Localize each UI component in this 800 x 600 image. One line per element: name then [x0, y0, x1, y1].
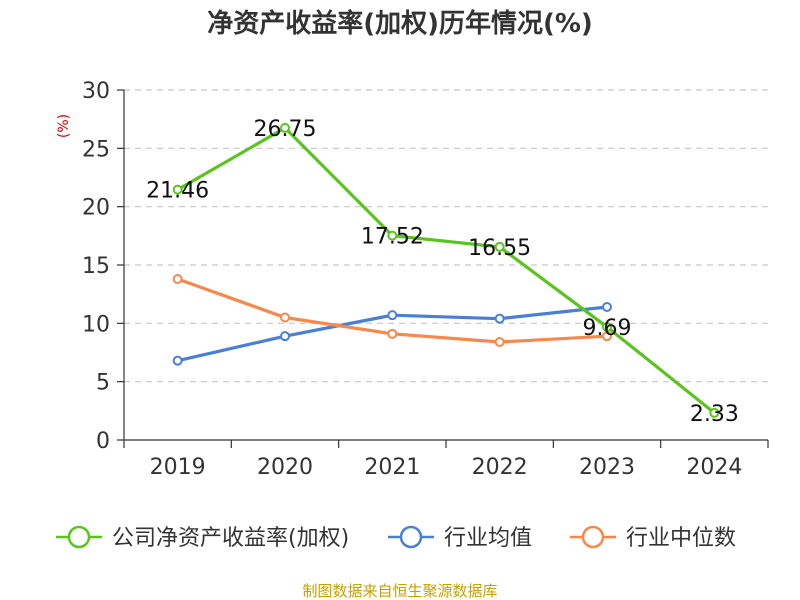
data-point	[280, 122, 290, 133]
legend-marker	[399, 525, 423, 549]
y-tick-label: 20	[82, 196, 110, 221]
data-point	[172, 184, 183, 195]
legend: 公司净资产收益率(加权) 行业均值 行业中位数	[56, 525, 736, 551]
legend-item[interactable]: 行业均值	[388, 525, 532, 551]
y-tick-label: 30	[82, 79, 110, 104]
chart-title: 净资产收益率(加权)历年情况(%)	[207, 8, 593, 39]
data-point	[494, 313, 505, 324]
data-point	[280, 312, 290, 323]
data-point	[602, 331, 612, 342]
y-tick-label: 15	[82, 254, 110, 279]
y-tick-label: 10	[82, 312, 110, 337]
x-tick-label: 2024	[686, 455, 742, 480]
data-point	[387, 328, 398, 339]
data-label: 2.33	[690, 402, 739, 427]
data-point	[709, 407, 720, 418]
data-point	[602, 321, 612, 332]
x-tick-label: 2020	[257, 455, 313, 480]
gridlines	[124, 89, 768, 383]
series-line	[176, 126, 716, 415]
data-label: 9.69	[583, 316, 632, 341]
x-tick-label: 2023	[579, 455, 635, 480]
legend-label: 公司净资产收益率(加权)	[112, 526, 349, 551]
data-labels: 21.46 26.75 17.52 16.55 9.69 2.33	[146, 117, 739, 427]
y-tick-label: 25	[82, 137, 110, 162]
legend-label: 行业均值	[444, 526, 532, 551]
x-tick-label: 2019	[150, 455, 206, 480]
data-label: 26.75	[254, 117, 317, 142]
legend-item[interactable]: 公司净资产收益率(加权)	[56, 525, 349, 551]
data-point	[494, 337, 505, 347]
axes: 0 5 10 15 20 25 30 2019 2020 2021 2022 2023 2024	[82, 79, 769, 480]
data-label: 16.55	[468, 236, 531, 261]
data-source-note: 制图数据来自恒生聚源数据库	[302, 582, 497, 600]
data-point	[494, 241, 505, 252]
legend-label: 行业中位数	[626, 526, 736, 551]
data-point	[172, 355, 183, 366]
data-label: 17.52	[361, 225, 424, 250]
data-point	[172, 274, 183, 284]
x-tick-label: 2021	[364, 455, 420, 480]
data-point	[602, 302, 612, 312]
data-label: 21.46	[146, 179, 209, 204]
x-tick-label: 2022	[472, 455, 528, 480]
y-axis-label: (%)	[56, 114, 72, 138]
y-tick-label: 5	[96, 371, 110, 396]
data-point	[387, 230, 398, 241]
legend-item[interactable]: 行业中位数	[570, 525, 736, 551]
data-point	[280, 331, 290, 342]
legend-marker	[67, 525, 91, 549]
y-tick-label: 0	[96, 429, 110, 454]
series-lines	[172, 122, 720, 418]
data-point	[387, 310, 398, 321]
legend-marker	[581, 525, 605, 549]
